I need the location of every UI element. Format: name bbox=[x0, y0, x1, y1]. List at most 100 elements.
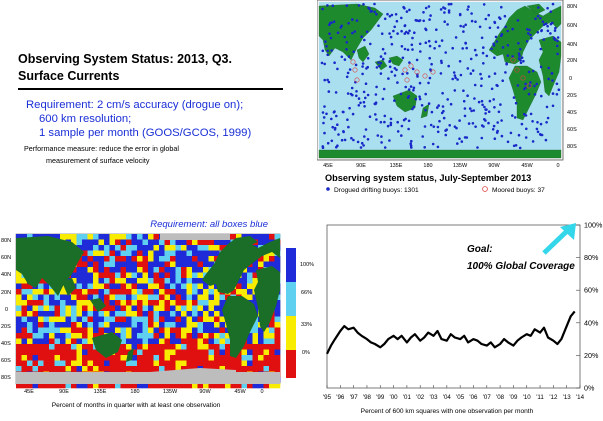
drifting-buoy-marker bbox=[352, 138, 355, 142]
drifting-buoy-marker bbox=[523, 112, 526, 116]
coverage-cell bbox=[76, 311, 83, 317]
coverage-cell bbox=[186, 349, 193, 356]
coverage-cell bbox=[104, 283, 110, 290]
coverage-cell bbox=[241, 272, 248, 279]
coverage-cell bbox=[142, 283, 149, 290]
coverage-cell bbox=[32, 355, 39, 361]
coverage-cell bbox=[274, 366, 281, 372]
coverage-cell bbox=[71, 360, 77, 367]
drifting-buoy-marker bbox=[375, 85, 378, 89]
coverage-cell bbox=[203, 327, 209, 334]
drifting-buoy-marker bbox=[520, 122, 524, 126]
coverage-cell bbox=[203, 283, 209, 290]
drifting-buoy-marker bbox=[479, 72, 482, 76]
coverage-cell bbox=[247, 355, 253, 361]
drifting-buoy-marker bbox=[396, 130, 400, 133]
coverage-cell bbox=[126, 322, 132, 328]
drifting-buoy-marker bbox=[389, 35, 393, 39]
coverage-cell bbox=[181, 267, 187, 273]
coverage-cell bbox=[181, 245, 187, 251]
coverage-cell bbox=[263, 327, 270, 334]
drifting-buoy-marker bbox=[347, 22, 350, 25]
drifting-buoy-marker bbox=[553, 38, 557, 42]
buoy-map-lat-label: 20S bbox=[567, 93, 577, 99]
coverage-cell bbox=[104, 245, 110, 251]
drifting-buoy-marker bbox=[555, 82, 559, 86]
coverage-cell bbox=[87, 327, 94, 334]
coverage-cell bbox=[131, 366, 138, 372]
coverage-cell bbox=[258, 234, 264, 240]
drifting-buoy-marker bbox=[529, 81, 532, 84]
coverage-cell bbox=[241, 267, 248, 273]
drifting-legend-label: Drogued drifting buoys: 1301 bbox=[334, 187, 419, 194]
coverage-cell bbox=[263, 344, 270, 350]
drifting-buoy-marker bbox=[436, 130, 440, 134]
drifting-buoy-marker bbox=[533, 93, 537, 96]
coverage-cell bbox=[258, 355, 264, 361]
coverage-cell bbox=[109, 322, 116, 328]
drifting-buoy-marker bbox=[332, 20, 336, 24]
coverage-cell bbox=[274, 300, 281, 306]
coverage-cell bbox=[98, 278, 105, 284]
coverage-cell bbox=[153, 278, 160, 284]
coverage-cell bbox=[192, 305, 198, 312]
coverage-cell bbox=[148, 234, 154, 240]
coverage-cell bbox=[203, 311, 209, 317]
drifting-buoy-marker bbox=[382, 87, 386, 91]
coverage-cell bbox=[65, 311, 72, 317]
coverage-cell bbox=[49, 311, 55, 317]
coverage-cell bbox=[197, 267, 204, 273]
x-tick-label: '98 bbox=[363, 394, 372, 401]
drifting-buoy-marker bbox=[533, 84, 536, 88]
buoy-map-svg: 80N 60N 40N 20N 0 20S 40S 60S 80S 45E 90… bbox=[316, 0, 577, 194]
coverage-map-lat-label: 40S bbox=[1, 341, 11, 347]
drifting-buoy-marker bbox=[383, 120, 386, 124]
drifting-buoy-marker bbox=[503, 14, 507, 18]
coverage-cell bbox=[109, 300, 116, 306]
coverage-cell bbox=[71, 316, 77, 323]
drifting-buoy-marker bbox=[468, 107, 472, 110]
coverage-cell bbox=[126, 234, 132, 240]
coverage-cell bbox=[137, 267, 143, 273]
coverage-cell bbox=[181, 283, 187, 290]
coverage-cell bbox=[252, 234, 259, 240]
coverage-cell bbox=[247, 267, 253, 273]
drifting-buoy-marker bbox=[394, 13, 398, 16]
coverage-cell bbox=[131, 289, 138, 295]
drifting-buoy-marker bbox=[444, 51, 447, 54]
coverage-cell bbox=[192, 261, 198, 268]
performance-line-1: Performance measure: reduce the error in… bbox=[24, 144, 180, 153]
drifting-buoy-marker bbox=[420, 104, 424, 107]
coverage-cell bbox=[93, 322, 99, 328]
coverage-cell bbox=[32, 344, 39, 350]
coverage-cell bbox=[142, 349, 149, 356]
coverage-cell bbox=[175, 333, 182, 339]
coverage-cell bbox=[131, 267, 138, 273]
coverage-cell bbox=[43, 322, 50, 328]
drifting-buoy-marker bbox=[493, 106, 496, 109]
coverage-cell bbox=[269, 327, 275, 334]
coverage-cell bbox=[115, 311, 121, 317]
coverage-cell bbox=[87, 256, 94, 262]
drifting-buoy-marker bbox=[401, 56, 405, 60]
coverage-cell bbox=[153, 355, 160, 361]
buoy-map-panel: 80N 60N 40N 20N 0 20S 40S 60S 80S 45E 90… bbox=[316, 0, 600, 200]
coverage-cell bbox=[164, 261, 171, 268]
coverage-cell bbox=[153, 234, 160, 240]
coverage-cell bbox=[203, 250, 209, 257]
drifting-buoy-marker bbox=[551, 79, 554, 82]
drifting-buoy-marker bbox=[375, 12, 378, 16]
coverage-cell bbox=[87, 239, 94, 246]
coverage-cell bbox=[38, 360, 44, 367]
coverage-cell bbox=[186, 333, 193, 339]
coverage-cell bbox=[16, 344, 22, 350]
coverage-cell bbox=[76, 338, 83, 345]
coverage-cell bbox=[76, 333, 83, 339]
drifting-buoy-marker bbox=[536, 130, 540, 134]
moored-buoy-markers bbox=[350, 57, 532, 89]
coverage-cell bbox=[71, 294, 77, 301]
coverage-cell bbox=[142, 382, 149, 389]
drifting-buoy-marker bbox=[482, 3, 486, 6]
coverage-cell bbox=[170, 272, 176, 279]
coverage-cell bbox=[142, 300, 149, 306]
